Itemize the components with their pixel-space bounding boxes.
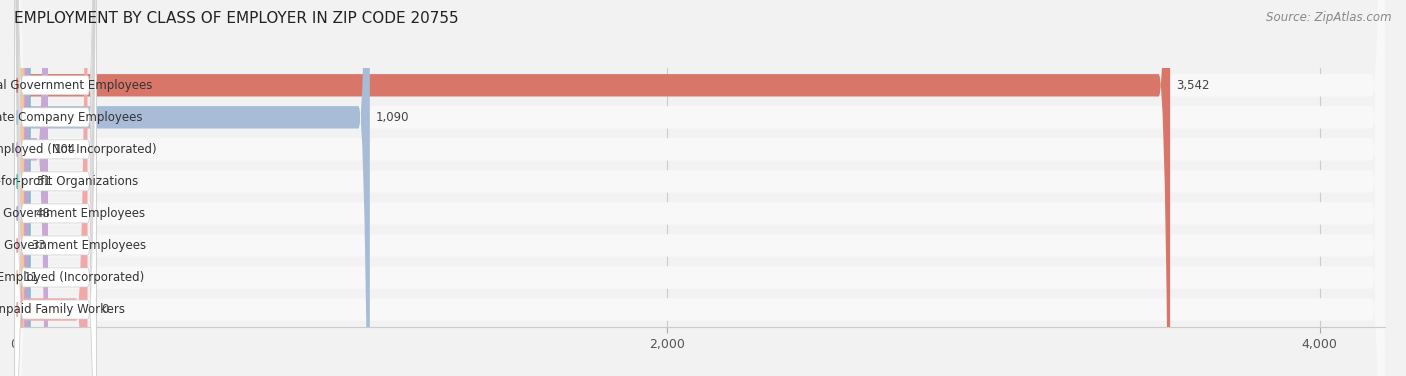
Text: 11: 11: [24, 271, 38, 284]
Text: 48: 48: [35, 207, 51, 220]
FancyBboxPatch shape: [13, 0, 25, 376]
FancyBboxPatch shape: [14, 0, 25, 376]
FancyBboxPatch shape: [14, 0, 1385, 376]
FancyBboxPatch shape: [14, 0, 1385, 376]
Text: Local Government Employees: Local Government Employees: [0, 207, 146, 220]
FancyBboxPatch shape: [14, 0, 96, 376]
FancyBboxPatch shape: [14, 0, 1170, 376]
Text: Not-for-profit Organizations: Not-for-profit Organizations: [0, 175, 139, 188]
Text: 0: 0: [101, 303, 108, 316]
FancyBboxPatch shape: [14, 0, 1385, 376]
FancyBboxPatch shape: [14, 0, 48, 376]
FancyBboxPatch shape: [14, 0, 31, 376]
Text: Self-Employed (Incorporated): Self-Employed (Incorporated): [0, 271, 143, 284]
FancyBboxPatch shape: [14, 0, 96, 376]
FancyBboxPatch shape: [14, 0, 1385, 376]
FancyBboxPatch shape: [14, 0, 1385, 376]
Text: 51: 51: [37, 175, 52, 188]
Text: Source: ZipAtlas.com: Source: ZipAtlas.com: [1267, 11, 1392, 24]
Text: 1,090: 1,090: [375, 111, 409, 124]
FancyBboxPatch shape: [14, 0, 1385, 376]
FancyBboxPatch shape: [14, 0, 96, 376]
FancyBboxPatch shape: [14, 0, 370, 376]
FancyBboxPatch shape: [14, 0, 96, 376]
Text: 3,542: 3,542: [1175, 79, 1209, 92]
Text: Unpaid Family Workers: Unpaid Family Workers: [0, 303, 125, 316]
FancyBboxPatch shape: [14, 0, 96, 376]
FancyBboxPatch shape: [14, 0, 96, 376]
FancyBboxPatch shape: [14, 0, 30, 376]
FancyBboxPatch shape: [14, 0, 1385, 376]
Text: Self-Employed (Not Incorporated): Self-Employed (Not Incorporated): [0, 143, 156, 156]
FancyBboxPatch shape: [14, 0, 87, 376]
Text: 33: 33: [31, 239, 45, 252]
Text: Federal Government Employees: Federal Government Employees: [0, 79, 152, 92]
Text: EMPLOYMENT BY CLASS OF EMPLOYER IN ZIP CODE 20755: EMPLOYMENT BY CLASS OF EMPLOYER IN ZIP C…: [14, 11, 458, 26]
FancyBboxPatch shape: [14, 0, 1385, 376]
FancyBboxPatch shape: [14, 0, 96, 376]
FancyBboxPatch shape: [14, 0, 96, 376]
Text: Private Company Employees: Private Company Employees: [0, 111, 142, 124]
Text: 104: 104: [53, 143, 76, 156]
Text: State Government Employees: State Government Employees: [0, 239, 146, 252]
